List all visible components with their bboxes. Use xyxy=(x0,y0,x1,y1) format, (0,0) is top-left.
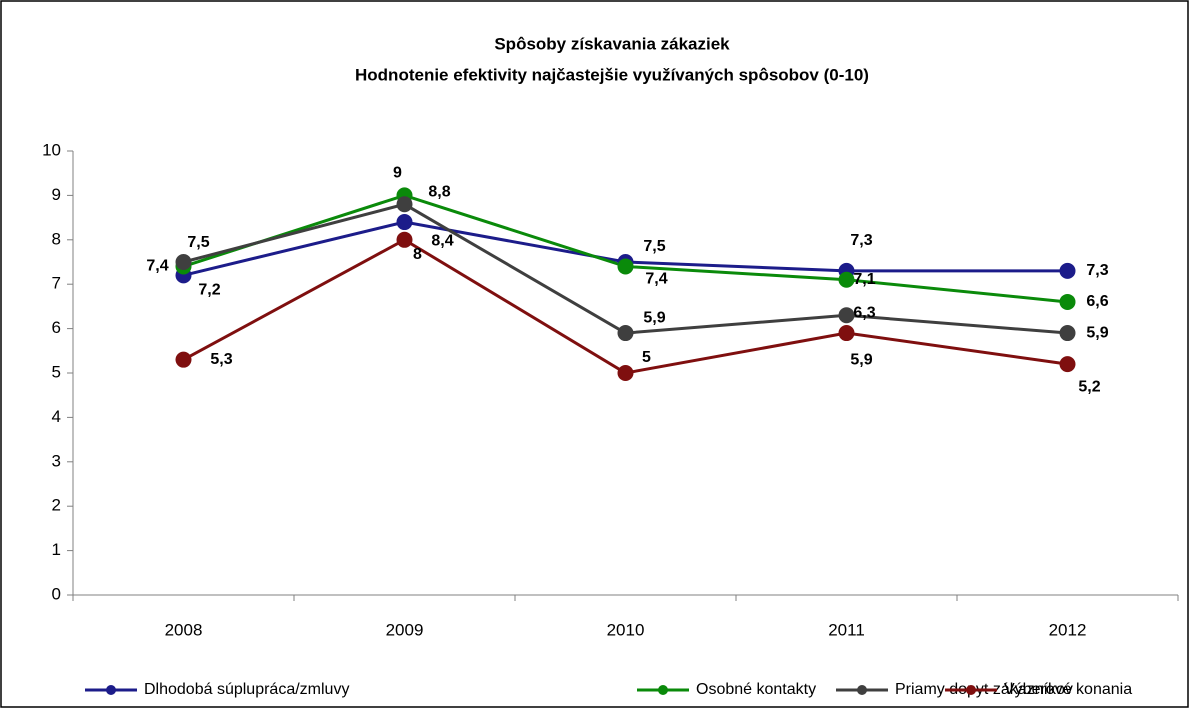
x-tick-label: 2008 xyxy=(165,620,203,639)
data-label: 7,3 xyxy=(850,232,872,249)
legend-marker xyxy=(857,685,867,695)
point xyxy=(838,271,855,288)
point xyxy=(1059,293,1076,310)
point xyxy=(838,307,855,324)
data-label: 7,4 xyxy=(146,258,168,275)
legend-label: Výberové konania xyxy=(1004,681,1132,698)
legend-marker xyxy=(658,685,668,695)
point xyxy=(617,365,634,381)
data-label: 5,9 xyxy=(1086,324,1108,341)
x-tick-label: 2012 xyxy=(1049,620,1087,639)
data-label: 6,3 xyxy=(853,304,875,321)
point xyxy=(396,214,413,231)
legend-marker xyxy=(106,685,116,695)
y-tick-label: 7 xyxy=(52,274,61,293)
data-label: 8,4 xyxy=(431,232,453,249)
point xyxy=(617,258,634,275)
point xyxy=(1059,325,1076,342)
data-label: 8 xyxy=(413,246,422,263)
data-label: 5,3 xyxy=(210,351,232,368)
legend-marker xyxy=(966,685,976,695)
point xyxy=(838,325,855,342)
y-tick-label: 10 xyxy=(42,140,61,159)
y-tick-label: 1 xyxy=(52,540,61,559)
data-label: 7,5 xyxy=(187,234,209,251)
data-label: 6,6 xyxy=(1086,293,1108,310)
data-label: 7,3 xyxy=(1086,262,1108,279)
point xyxy=(1059,262,1076,279)
y-tick-label: 4 xyxy=(52,407,61,426)
point xyxy=(1059,356,1076,373)
y-tick-label: 2 xyxy=(52,496,61,515)
data-label: 5,2 xyxy=(1078,378,1100,395)
point xyxy=(175,351,192,368)
chart-subtitle: Hodnotenie efektivity najčastejšie využí… xyxy=(355,65,869,84)
legend-label: Osobné kontakty xyxy=(696,681,816,698)
y-tick-label: 8 xyxy=(52,229,61,248)
data-label: 8,8 xyxy=(428,183,450,200)
y-tick-label: 0 xyxy=(52,584,61,603)
data-label: 7,1 xyxy=(853,271,875,288)
data-label: 5,9 xyxy=(643,309,665,326)
x-tick-label: 2010 xyxy=(607,620,645,639)
y-tick-label: 9 xyxy=(52,185,61,204)
point xyxy=(396,231,413,248)
legend-label: Dlhodobá súplupráca/zmluvy xyxy=(144,681,349,698)
y-tick-label: 5 xyxy=(52,362,61,381)
data-label: 5 xyxy=(642,349,651,366)
data-label: 7,2 xyxy=(198,282,220,299)
x-tick-label: 2011 xyxy=(828,620,865,639)
data-label: 9 xyxy=(393,165,402,182)
point xyxy=(175,254,192,270)
x-tick-label: 2009 xyxy=(386,620,424,639)
data-label: 7,5 xyxy=(643,238,665,255)
point xyxy=(396,196,413,213)
point xyxy=(617,325,634,342)
data-label: 5,9 xyxy=(850,351,872,368)
y-tick-label: 3 xyxy=(52,451,61,470)
chart-title: Spôsoby získavania zákaziek xyxy=(494,34,730,53)
data-label: 7,4 xyxy=(645,271,667,288)
y-tick-label: 6 xyxy=(52,318,61,337)
